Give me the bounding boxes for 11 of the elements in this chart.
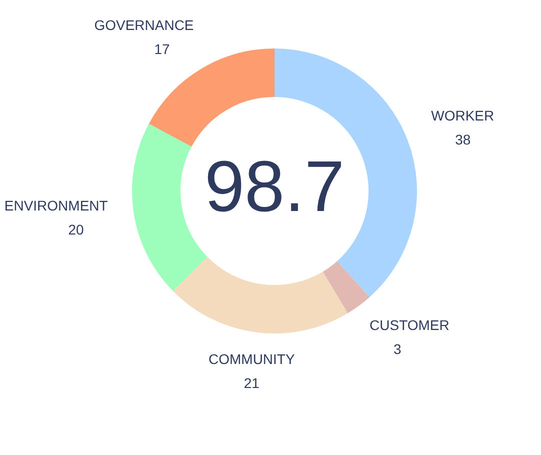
slice-label: CUSTOMER xyxy=(370,317,450,334)
data-label: 38 xyxy=(455,131,471,148)
data-label: 20 xyxy=(68,222,84,238)
text: 98.7 xyxy=(204,146,345,227)
slice-label: ENVIRONMENT xyxy=(4,198,108,214)
data-label: 17 xyxy=(154,40,170,57)
slice-label: GOVERNANCE xyxy=(94,16,194,33)
data-label: 21 xyxy=(244,374,260,391)
data-label: 3 xyxy=(394,341,402,358)
slice-label: WORKER xyxy=(431,107,494,124)
slice-label: COMMUNITY xyxy=(208,350,296,367)
